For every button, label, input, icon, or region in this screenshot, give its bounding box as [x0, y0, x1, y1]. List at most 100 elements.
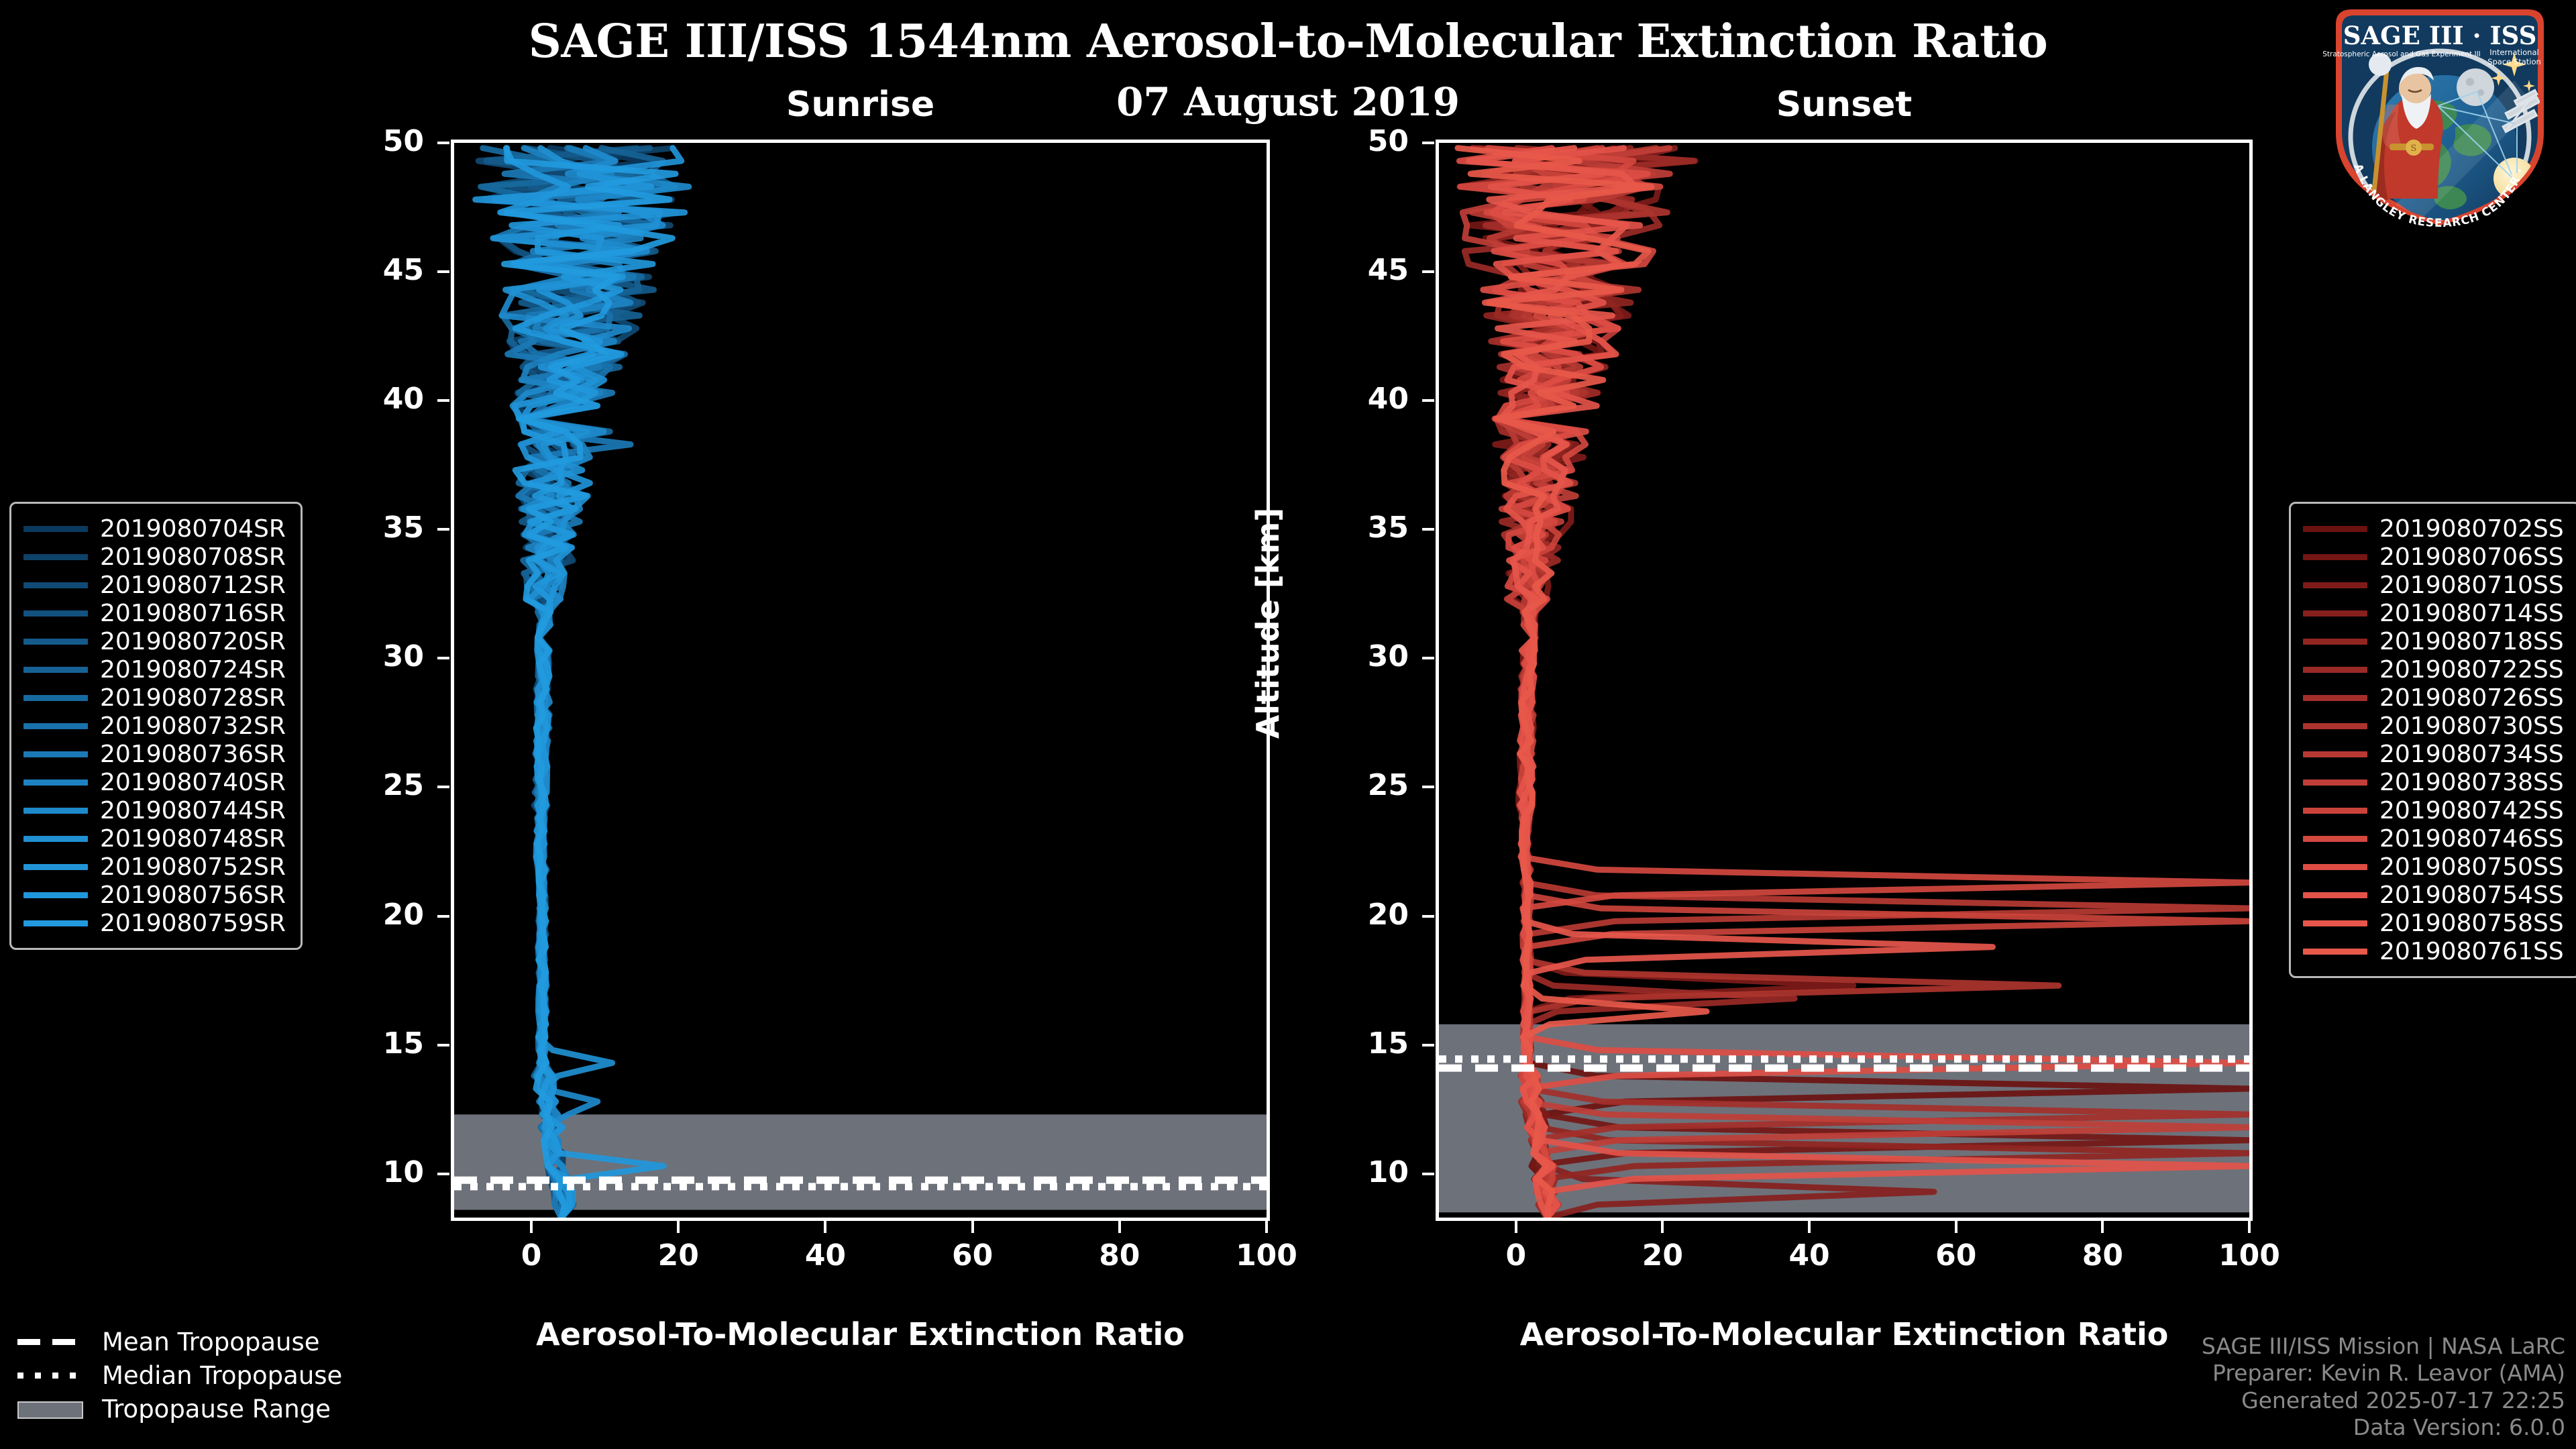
legend-sunrise[interactable]: 2019080704SR 2019080708SR 2019080712SR 2019…: [9, 502, 303, 950]
legend-item[interactable]: 2019080710SS: [2303, 571, 2564, 599]
legend-sunset[interactable]: 2019080702SS 2019080706SS 2019080710SS 2019…: [2289, 502, 2576, 978]
credits-block: SAGE III/ISS Mission | NASA LaRC Prepare…: [2202, 1333, 2565, 1441]
legend-item[interactable]: 2019080752SR: [23, 853, 286, 881]
legend-color-swatch: [23, 892, 88, 898]
legend-item[interactable]: 2019080759SR: [23, 909, 286, 937]
y-tick-mark: [1422, 1043, 1434, 1046]
legend-color-swatch: [23, 722, 88, 729]
y-tick-label: 15: [382, 1026, 424, 1061]
legend-item[interactable]: 2019080761SS: [2303, 937, 2564, 965]
x-tick-mark: [1118, 1221, 1121, 1233]
y-tick-label: 45: [1367, 253, 1409, 288]
legend-item[interactable]: 2019080702SS: [2303, 515, 2564, 543]
x-tick-mark: [1954, 1221, 1957, 1233]
patch-iss: [2502, 89, 2540, 133]
page-title: SAGE III/ISS 1544nm Aerosol-to-Molecular…: [528, 15, 2048, 68]
legend-color-swatch: [23, 582, 88, 588]
y-tick-label: 40: [1367, 382, 1409, 417]
legend-item[interactable]: 2019080732SR: [23, 712, 286, 740]
patch-wizard: S: [2369, 53, 2443, 209]
x-tick-mark: [1514, 1221, 1517, 1233]
y-tick-mark: [437, 657, 449, 660]
dotted-line-icon: [13, 1368, 87, 1383]
date-subtitle: 07 August 2019: [1116, 79, 1460, 125]
legend-item[interactable]: 2019080708SR: [23, 543, 286, 571]
legend-color-swatch: [2303, 948, 2367, 955]
legend-series-label: 2019080708SR: [100, 543, 286, 571]
legend-item[interactable]: 2019080716SR: [23, 599, 286, 627]
profile-line: [500, 145, 679, 1218]
legend-series-label: 2019080702SS: [2379, 515, 2564, 543]
legend-item[interactable]: 2019080726SS: [2303, 684, 2564, 712]
plot-area-sunset[interactable]: [1436, 140, 2253, 1221]
legend-item[interactable]: 2019080724SR: [23, 655, 286, 684]
x-tick-mark: [1808, 1221, 1811, 1233]
y-tick-label: 30: [1367, 639, 1409, 674]
y-tick-mark: [1422, 1172, 1434, 1175]
legend-item[interactable]: 2019080720SR: [23, 627, 286, 655]
legend-series-label: 2019080712SR: [100, 571, 286, 599]
legend-item[interactable]: 2019080746SS: [2303, 824, 2564, 853]
legend-item[interactable]: 2019080736SR: [23, 740, 286, 768]
y-tick-label: 20: [382, 897, 424, 932]
y-tick-label: 20: [1367, 897, 1409, 932]
legend-item[interactable]: 2019080712SR: [23, 571, 286, 599]
patch-title: SAGE III · ISS: [2343, 21, 2537, 50]
legend-color-swatch: [2303, 835, 2367, 842]
y-axis-label-sunset: Altitude [km]: [1250, 507, 1286, 739]
legend-item[interactable]: 2019080734SS: [2303, 740, 2564, 768]
legend-color-swatch: [2303, 863, 2367, 870]
legend-item[interactable]: 2019080742SS: [2303, 796, 2564, 824]
x-tick-label: 60: [1935, 1238, 1977, 1273]
legend-series-label: 2019080732SR: [100, 712, 286, 740]
dashed-line-icon: [13, 1334, 87, 1349]
legend-color-swatch: [2303, 638, 2367, 645]
plot-area-sunrise[interactable]: [451, 140, 1270, 1221]
x-tick-mark: [2101, 1221, 2104, 1233]
legend-item[interactable]: 2019080754SS: [2303, 881, 2564, 909]
y-tick-label: 15: [1367, 1026, 1409, 1061]
legend-series-label: 2019080728SR: [100, 684, 286, 712]
y-tick-mark: [1422, 657, 1434, 660]
legend-item[interactable]: 2019080728SR: [23, 684, 286, 712]
legend-item[interactable]: 2019080722SS: [2303, 655, 2564, 684]
x-axis-label-sunrise: Aerosol-To-Molecular Extinction Ratio: [536, 1316, 1185, 1352]
y-tick-label: 45: [382, 253, 424, 288]
y-tick-mark: [1422, 914, 1434, 918]
legend-item[interactable]: 2019080706SS: [2303, 543, 2564, 571]
legend-series-label: 2019080730SS: [2379, 712, 2564, 740]
legend-item[interactable]: 2019080756SR: [23, 881, 286, 909]
y-tick-mark: [1422, 528, 1434, 531]
legend-item[interactable]: 2019080744SR: [23, 796, 286, 824]
x-tick-label: 0: [1505, 1238, 1527, 1273]
legend-series-label: 2019080754SS: [2379, 881, 2564, 909]
panel-title-sunset: Sunset: [1776, 85, 1913, 125]
y-tick-mark: [437, 1043, 449, 1046]
plot-canvas-sunrise: [454, 145, 1267, 1218]
legend-item[interactable]: 2019080714SS: [2303, 599, 2564, 627]
legend-color-swatch: [23, 666, 88, 673]
legend-item[interactable]: 2019080750SS: [2303, 853, 2564, 881]
legend-item[interactable]: 2019080704SR: [23, 515, 286, 543]
plot-canvas-sunset: [1439, 145, 2249, 1218]
legend-item[interactable]: 2019080718SS: [2303, 627, 2564, 655]
legend-item[interactable]: 2019080748SR: [23, 824, 286, 853]
legend-color-swatch: [2303, 751, 2367, 757]
y-tick-label: 40: [382, 382, 424, 417]
y-tick-mark: [1422, 786, 1434, 789]
legend-color-swatch: [23, 863, 88, 870]
y-tick-label: 30: [382, 639, 424, 674]
legend-item[interactable]: 2019080738SS: [2303, 768, 2564, 796]
legend-series-label: 2019080759SR: [100, 909, 286, 937]
y-tick-mark: [1422, 270, 1434, 274]
credits-line-preparer: Preparer: Kevin R. Leavor (AMA): [2212, 1360, 2565, 1387]
legend-series-label: 2019080726SS: [2379, 684, 2564, 712]
legend-series-label: 2019080706SS: [2379, 543, 2564, 571]
x-tick-label: 100: [2218, 1238, 2280, 1273]
credits-line-mission: SAGE III/ISS Mission | NASA LaRC: [2201, 1333, 2565, 1359]
legend-item[interactable]: 2019080740SR: [23, 768, 286, 796]
legend-item[interactable]: 2019080730SS: [2303, 712, 2564, 740]
legend-color-swatch: [23, 751, 88, 757]
legend-item[interactable]: 2019080758SS: [2303, 909, 2564, 937]
